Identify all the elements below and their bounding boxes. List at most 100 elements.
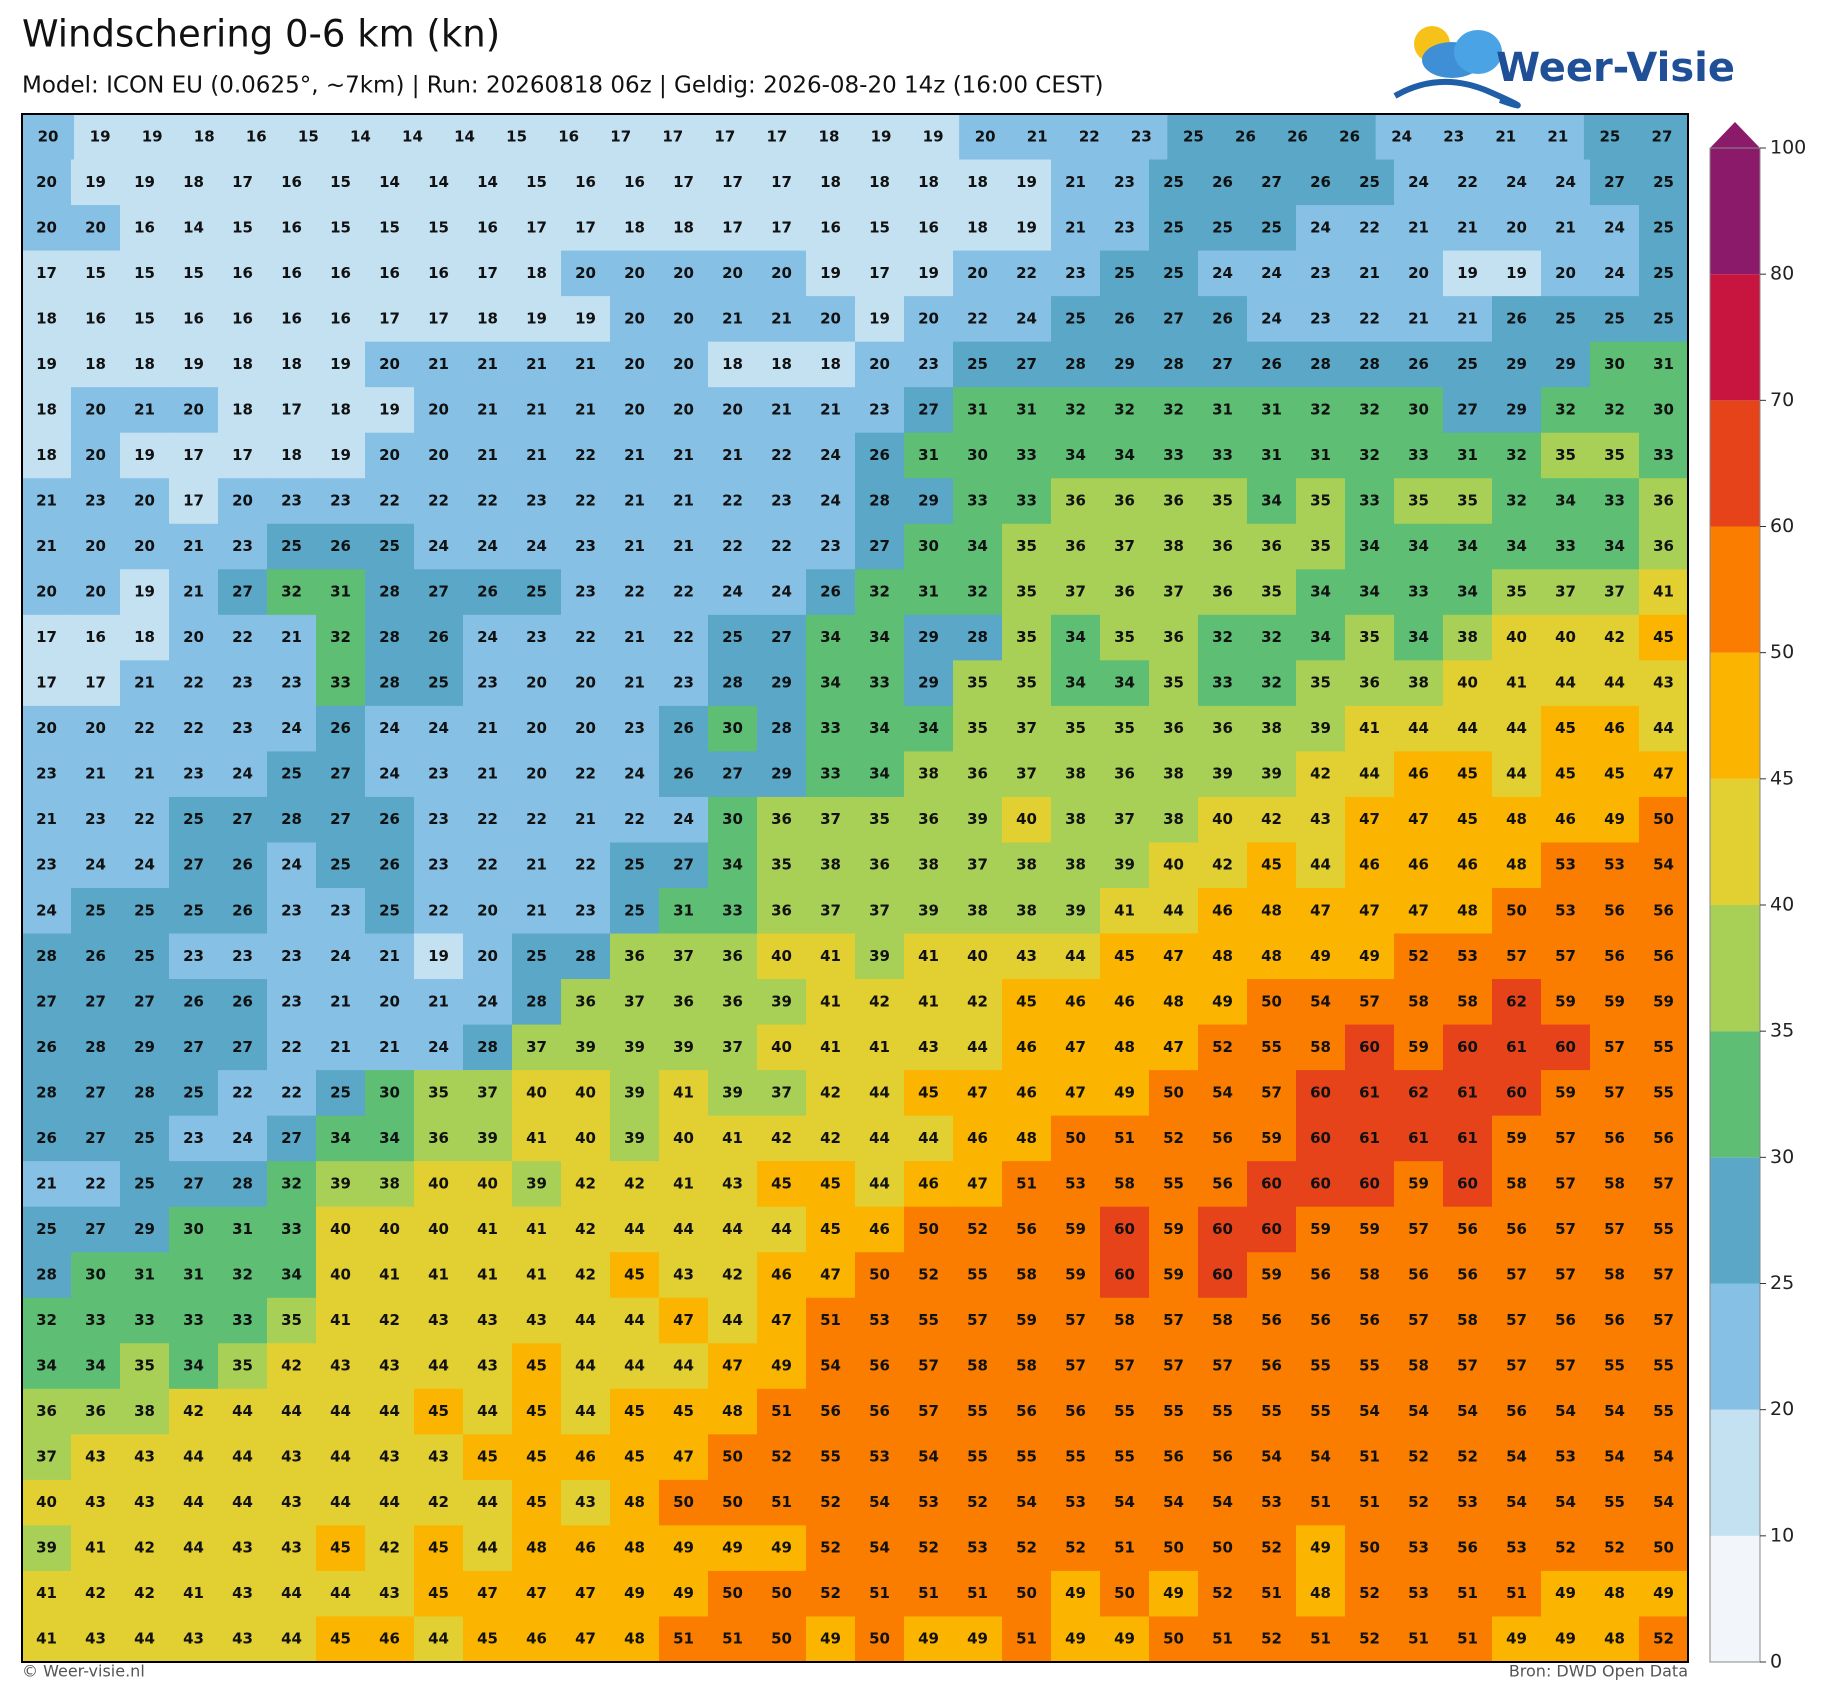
shear-cell [757,250,807,297]
shear-cell [1296,387,1346,434]
shear-cell [1296,1024,1346,1071]
shear-value: 36 [1163,628,1184,646]
shear-cell [267,432,317,479]
shear-value: 51 [967,1584,988,1602]
shear-value: 53 [1457,947,1478,965]
shear-value: 20 [624,400,645,418]
shear-cell [1296,341,1346,388]
shear-cell [1011,114,1064,161]
shear-cell [1002,933,1052,980]
shear-value: 38 [918,856,939,874]
shear-cell [1100,478,1150,525]
shear-cell [316,1024,366,1071]
shear-cell [806,523,856,570]
shear-value: 36 [575,992,596,1010]
shear-value: 22 [624,583,645,601]
shear-cell [806,205,856,252]
shear-cell [750,114,804,161]
shear-cell [1247,478,1297,525]
shear-cell [120,979,170,1026]
shear-value: 49 [1604,810,1625,828]
shear-cell [463,888,513,935]
shear-value: 43 [232,1630,253,1648]
shear-cell [561,842,611,889]
shear-cell [1492,614,1542,661]
shear-value: 19 [1016,173,1037,191]
shear-cell [1247,888,1297,935]
shear-value: 41 [820,1038,841,1056]
shear-cell [610,205,660,252]
shear-value: 52 [1016,1539,1037,1557]
shear-value: 39 [575,1038,596,1056]
shear-value: 46 [1212,901,1233,919]
shear-value: 52 [1065,1539,1086,1557]
shear-value: 23 [232,719,253,737]
shear-cell [855,432,905,479]
shear-value: 21 [673,446,694,464]
shear-cell [561,478,611,525]
shear-value: 28 [575,947,596,965]
shear-cell [1443,1206,1493,1253]
shear-cell [1149,933,1199,980]
shear-cell [806,1070,856,1117]
shear-value: 22 [575,856,596,874]
shear-cell [1639,933,1689,980]
shear-value: 42 [379,1311,400,1329]
shear-value: 23 [281,674,302,692]
shear-value: 14 [183,218,204,236]
shear-value: 45 [918,1083,939,1101]
shear-value: 23 [771,492,792,510]
shear-value: 57 [1555,1266,1576,1284]
shear-value: 24 [428,537,449,555]
shear-value: 61 [1408,1129,1429,1147]
shear-value: 57 [1163,1357,1184,1375]
shear-value: 44 [232,1493,253,1511]
shear-value: 32 [1555,400,1576,418]
shear-value: 16 [330,309,351,327]
shear-value: 28 [771,719,792,737]
shear-cell [1345,1161,1395,1208]
shear-value: 25 [1114,264,1135,282]
shear-cell [1296,159,1346,206]
shear-cell [365,979,415,1026]
shear-cell [22,842,72,889]
shear-value: 56 [1359,1311,1380,1329]
footer-right: Bron: DWD Open Data [1509,1662,1688,1681]
shear-cell [316,205,366,252]
shear-value: 24 [624,765,645,783]
shear-cell [1100,842,1150,889]
shear-cell [855,705,905,753]
shear-cell [169,432,219,479]
shear-value: 39 [1114,856,1135,874]
shear-cell [1590,387,1640,434]
shear-value: 36 [624,947,645,965]
shear-value: 60 [1114,1266,1135,1284]
shear-value: 22 [281,1038,302,1056]
shear-value: 46 [1016,1083,1037,1101]
shear-cell [1100,1070,1150,1117]
shear-value: 35 [1065,719,1086,737]
shear-value: 20 [232,492,253,510]
shear-value: 49 [918,1630,939,1648]
shear-cell [71,1024,121,1071]
shear-cell [855,1343,905,1390]
shear-cell [463,1115,513,1162]
shear-value: 44 [673,1357,694,1375]
shear-value: 51 [1016,1174,1037,1192]
shear-cell [1345,796,1395,844]
shear-value: 59 [1604,992,1625,1010]
shear-value: 36 [1065,492,1086,510]
shear-value: 23 [428,765,449,783]
shear-value: 37 [1016,765,1037,783]
shear-cell [1247,250,1297,297]
shear-cell [610,1343,660,1390]
shear-value: 24 [281,719,302,737]
shear-value: 56 [1604,901,1625,919]
shear-cell [267,1024,317,1071]
shear-cell [512,341,562,388]
shear-value: 40 [771,947,792,965]
shear-value: 22 [526,810,547,828]
shear-cell [1639,888,1689,935]
shear-cell [22,979,72,1026]
shear-cell [1296,933,1346,980]
